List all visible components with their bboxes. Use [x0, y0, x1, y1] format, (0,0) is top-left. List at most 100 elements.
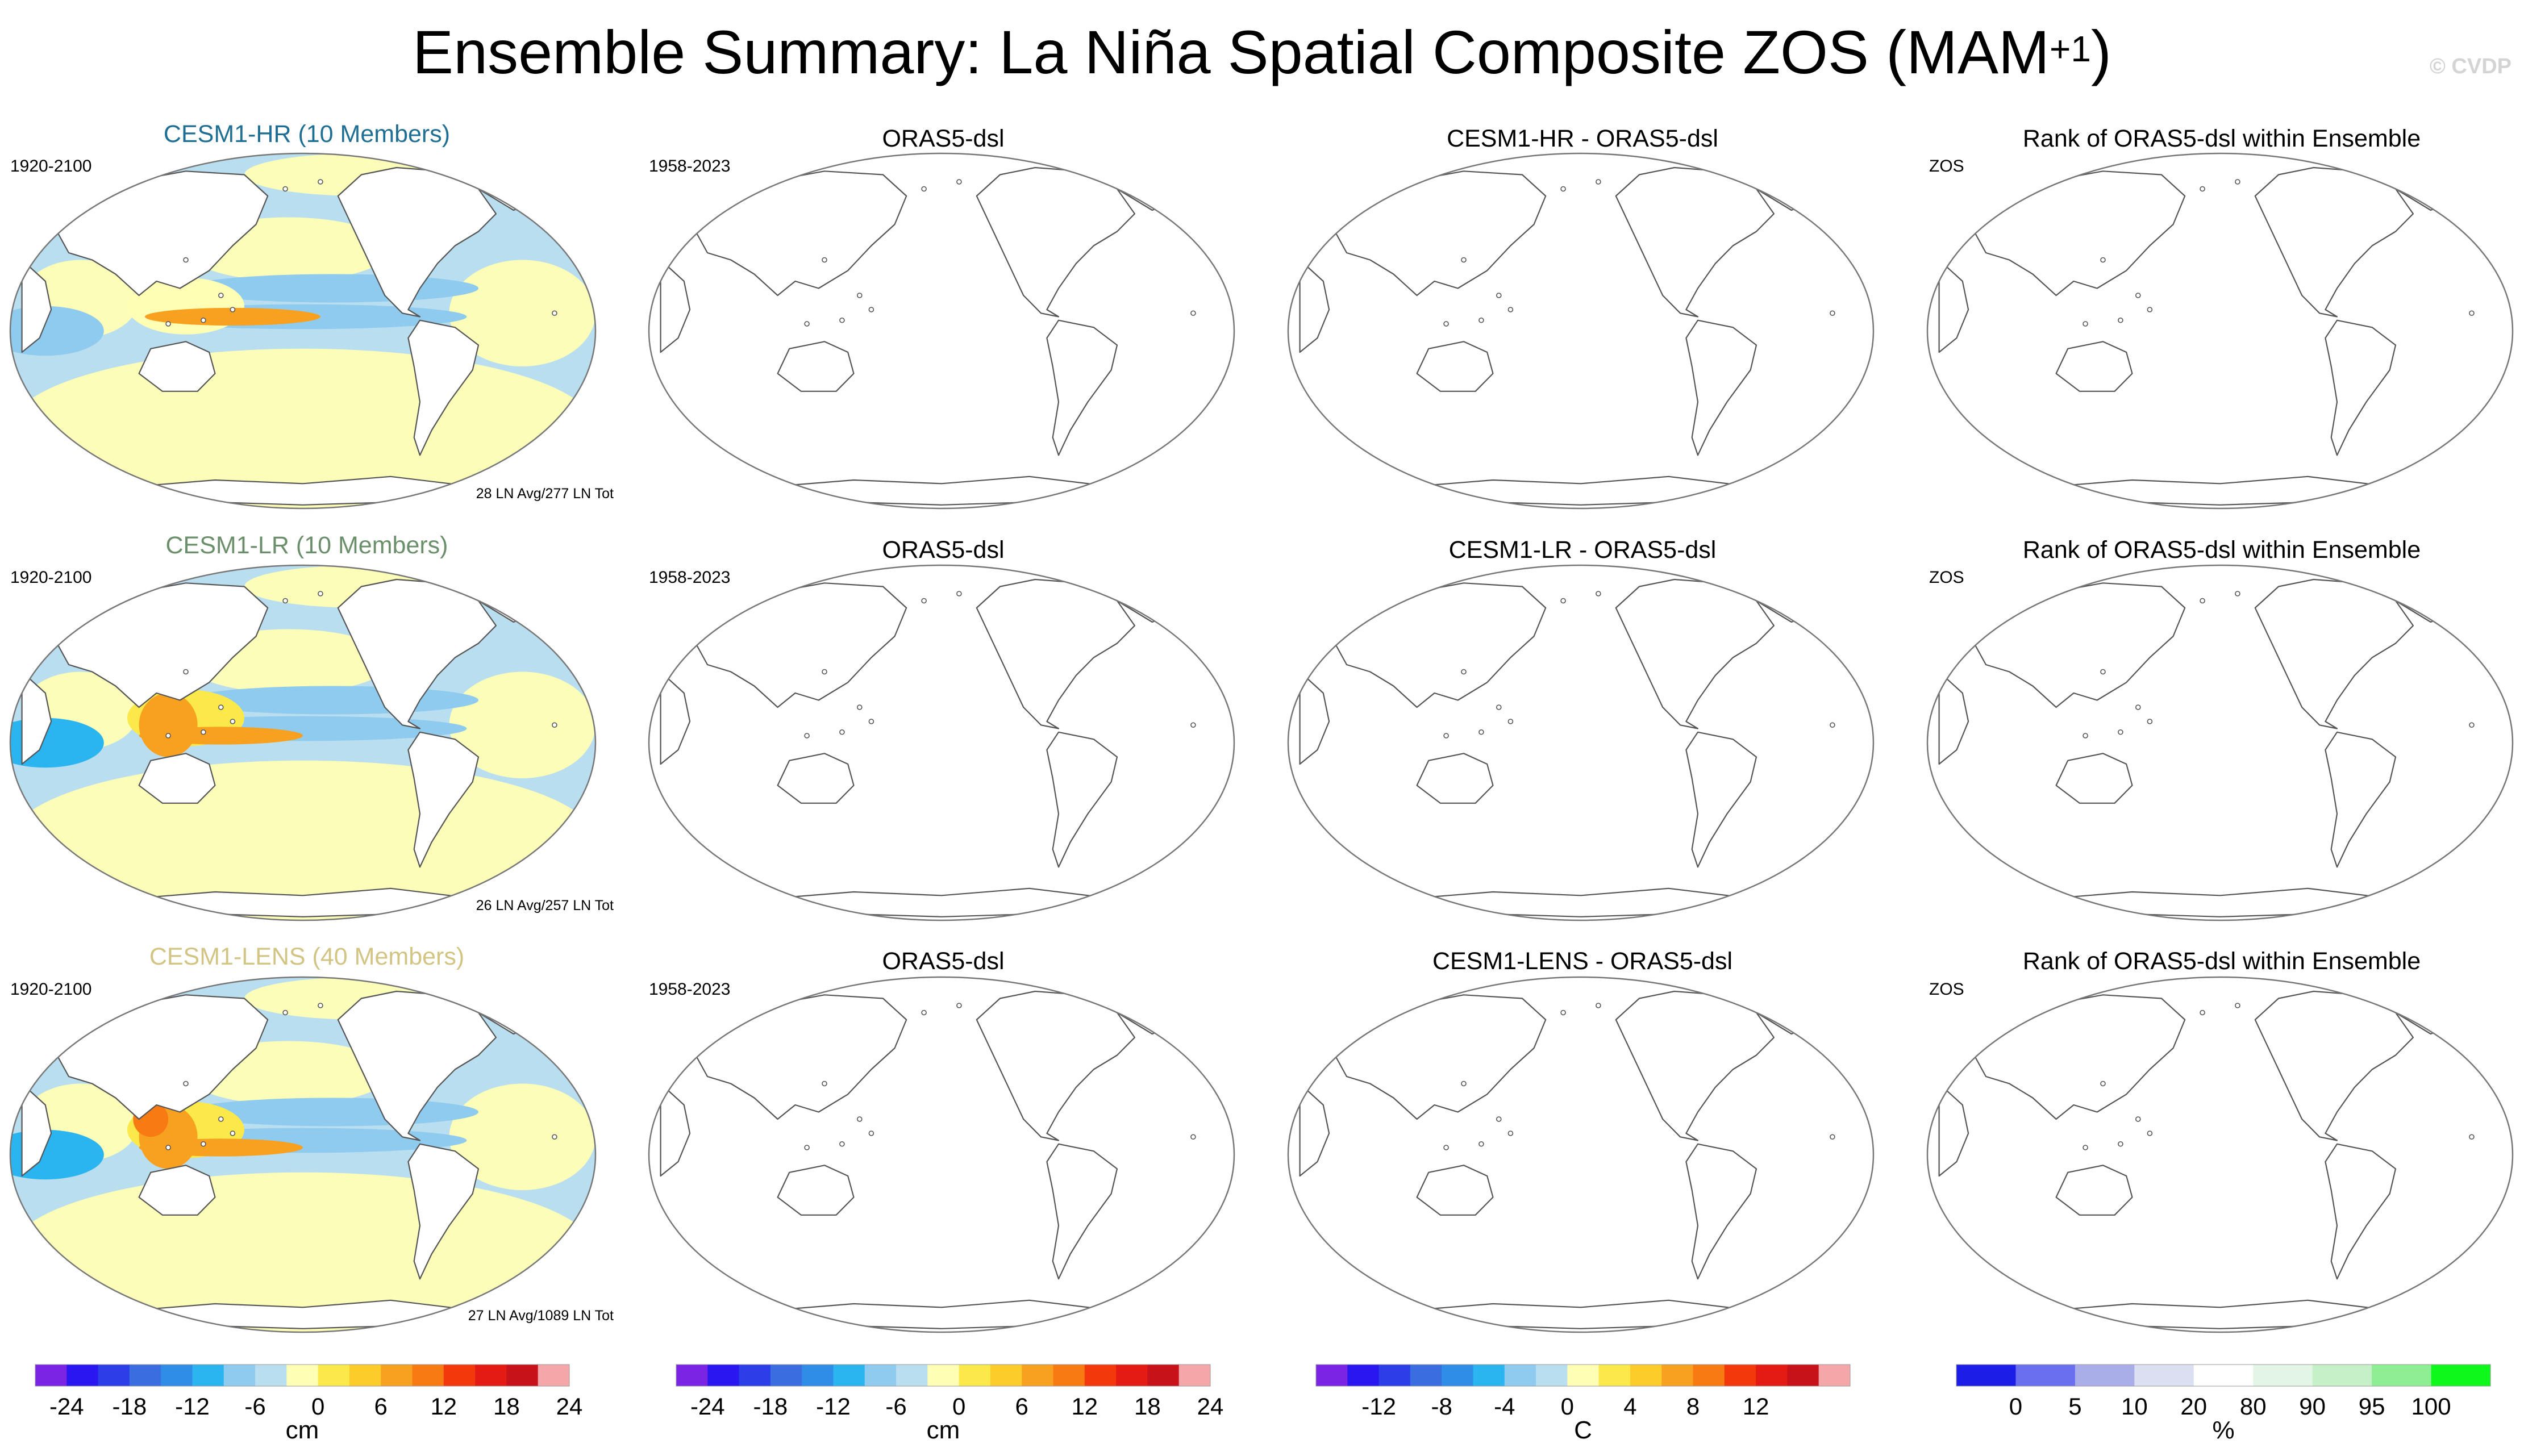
world-map-r2c2 [1287, 976, 1875, 1333]
panel-years: 1920-2100 [10, 568, 92, 587]
colorbar-swatch [1053, 1365, 1085, 1386]
australia-coastline [1416, 753, 1494, 804]
colorbar-swatch [864, 1365, 897, 1386]
world-map-r1c0 [9, 564, 597, 921]
colorbar-tick-label: 24 [556, 1393, 583, 1420]
australia-coastline [777, 1165, 855, 1216]
colorbar-swatch [1818, 1365, 1851, 1386]
colorbar-tick-label: 5 [2068, 1393, 2081, 1420]
colorbar-swatch [2134, 1365, 2194, 1386]
colorbar-tick-label: 0 [1561, 1393, 1574, 1420]
colorbar-swatch [833, 1365, 865, 1386]
colorbar-swatch [896, 1365, 928, 1386]
colorbar-swatch [802, 1365, 834, 1386]
colorbar-swatch [1536, 1365, 1568, 1386]
southAmerica-coastline [407, 1143, 480, 1280]
colorbar-tick-label: 100 [2411, 1393, 2451, 1420]
panel-years: 1920-2100 [10, 157, 92, 176]
panel-title-cesm1-hr: CESM1-HR (10 Members) [163, 120, 451, 148]
colorbar-swatch [1116, 1365, 1148, 1386]
asia-coastline [56, 994, 269, 1120]
colorbar-swatch [676, 1365, 708, 1386]
southAmerica-coastline [2325, 731, 2397, 868]
colorbar-swatch [1022, 1365, 1054, 1386]
colorbar-tick-label: 4 [1623, 1393, 1636, 1420]
colorbar-tick-label: 95 [2359, 1393, 2385, 1420]
colorbar-swatch [2431, 1365, 2491, 1386]
panel-title-rank: Rank of ORAS5-dsl within Ensemble [2022, 536, 2421, 564]
colorbar-4: 0 5 10 20 80 90 95 100% [1956, 1364, 2491, 1444]
africa-coastline [1938, 671, 1969, 765]
africa-coastline [21, 1083, 52, 1177]
colorbar-swatch [66, 1365, 99, 1386]
colorbar-3: -12 -8 -4 0 4 8 12 C [1315, 1364, 1851, 1444]
panel-title-cesm1-lens: CESM1-LENS (40 Members) [149, 943, 465, 970]
map-border [1287, 976, 1875, 1333]
colorbar-swatch [1442, 1365, 1473, 1386]
map-border [648, 152, 1235, 510]
colorbar-swatch [286, 1365, 319, 1386]
colorbar-swatch [959, 1365, 991, 1386]
colorbar-tick-label: -12 [1361, 1393, 1396, 1420]
australia-coastline [138, 1165, 216, 1216]
africa-coastline [1299, 1083, 1330, 1177]
panel-years: 1958-2023 [649, 568, 731, 587]
panel-title-rank: Rank of ORAS5-dsl within Ensemble [2022, 125, 2421, 152]
colorbar-swatch [381, 1365, 413, 1386]
colorbar-swatch [927, 1365, 960, 1386]
colorbar-tick-label: 6 [374, 1393, 388, 1420]
colorbar-swatch [770, 1365, 802, 1386]
panel-title-diff: CESM1-LR - ORAS5-dsl [1448, 536, 1717, 564]
colorbar-tick-label: -12 [816, 1393, 851, 1420]
colorbar-swatch [2075, 1365, 2135, 1386]
map-border [1926, 152, 2514, 510]
panel-title-diff: CESM1-HR - ORAS5-dsl [1447, 125, 1718, 152]
asia-coastline [56, 582, 269, 708]
colorbar-swatch [1084, 1365, 1117, 1386]
map-border [1926, 564, 2514, 921]
world-map-r2c0 [9, 976, 597, 1333]
colorbar-tick-label: 8 [1686, 1393, 1700, 1420]
australia-coastline [1416, 341, 1494, 392]
panel-title-diff: CESM1-LENS - ORAS5-dsl [1432, 948, 1733, 975]
colorbar-swatch [1787, 1365, 1819, 1386]
colorbar-swatch [739, 1365, 771, 1386]
colorbar-swatch [1567, 1365, 1600, 1386]
colorbar-tick-label: 12 [430, 1393, 457, 1420]
australia-coastline [138, 341, 216, 392]
southAmerica-coastline [407, 731, 480, 868]
watermark: © CVDP [2429, 55, 2511, 78]
colorbar-tick-label: 24 [1197, 1393, 1224, 1420]
colorbar-swatch [161, 1365, 193, 1386]
australia-coastline [138, 753, 216, 804]
colorbar-swatch [1378, 1365, 1411, 1386]
world-map-r1c3 [1926, 564, 2514, 921]
australia-coastline [777, 753, 855, 804]
colorbar-unit: % [2212, 1416, 2234, 1444]
world-map-r0c0 [9, 152, 597, 510]
southAmerica-coastline [2325, 1143, 2397, 1280]
colorbar-swatch [2193, 1365, 2254, 1386]
colorbar-swatch [2372, 1365, 2432, 1386]
panel-variable: ZOS [1929, 568, 1964, 587]
map-border [648, 976, 1235, 1333]
asia-coastline [695, 170, 907, 297]
asia-coastline [695, 582, 907, 708]
colorbar-swatch [318, 1365, 350, 1386]
australia-coastline [2055, 341, 2133, 392]
colorbar-swatch [1661, 1365, 1694, 1386]
colorbar-swatch [1598, 1365, 1631, 1386]
colorbar-tick-label: 12 [1743, 1393, 1769, 1420]
panel-event-count: 28 LN Avg/277 LN Tot [476, 486, 614, 502]
colorbar-swatch [2312, 1365, 2372, 1386]
colorbar-swatch [1504, 1365, 1536, 1386]
colorbar-tick-label: 0 [311, 1393, 324, 1420]
colorbar-swatch [2015, 1365, 2076, 1386]
colorbar-swatch [412, 1365, 444, 1386]
asia-coastline [1973, 582, 2186, 708]
colorbar-tick-label: -24 [690, 1393, 725, 1420]
colorbar-tick-label: 6 [1015, 1393, 1028, 1420]
colorbar-2: -24 -18 -12 -6 0 6 12 18 24 cm [676, 1364, 1224, 1444]
colorbar-tick-label: 18 [1134, 1393, 1161, 1420]
